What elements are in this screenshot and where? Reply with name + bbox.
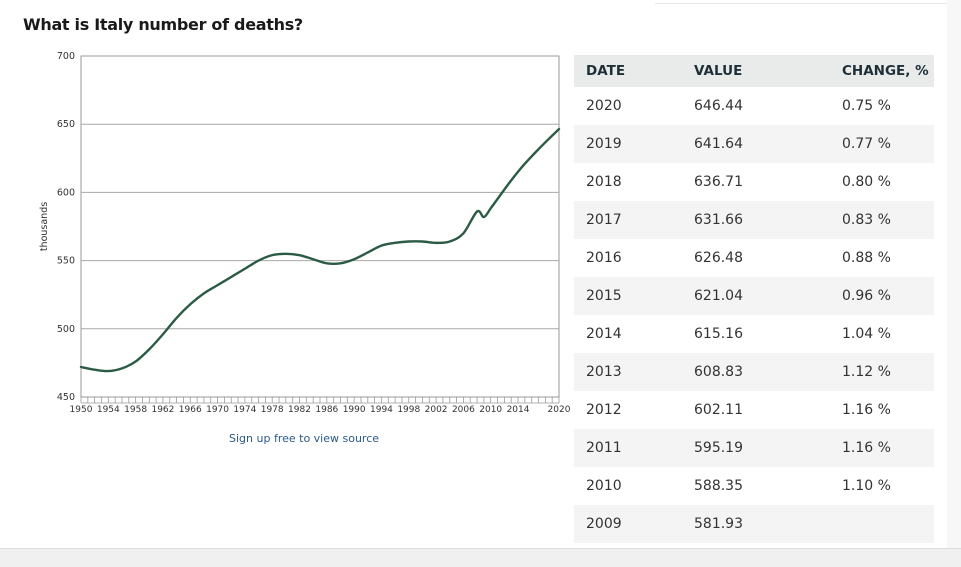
table-row: 2014 615.16 1.04 % bbox=[574, 315, 934, 353]
date-cell: 2017 bbox=[574, 201, 694, 239]
view-source-link[interactable]: Sign up free to view source bbox=[229, 432, 380, 445]
x-tick-label: 1958 bbox=[124, 405, 147, 415]
x-tick-label: 1970 bbox=[206, 405, 229, 415]
page-title: What is Italy number of deaths? bbox=[23, 15, 303, 34]
date-cell: 2014 bbox=[586, 326, 622, 342]
table-row: 2011 595.19 1.16 % bbox=[574, 429, 934, 467]
x-tick-label: 1994 bbox=[370, 405, 393, 415]
date-cell: 2011 bbox=[574, 429, 694, 467]
top-divider bbox=[655, 3, 947, 4]
change-cell: 0.77 % bbox=[842, 125, 934, 163]
value-cell: 636.71 bbox=[694, 174, 743, 190]
value-column-header[interactable]: VALUE bbox=[694, 55, 842, 87]
date-cell: 2012 bbox=[586, 402, 622, 418]
change-cell: 0.96 % bbox=[842, 277, 934, 315]
change-cell: 1.16 % bbox=[842, 429, 934, 467]
change-cell: 1.10 % bbox=[842, 478, 891, 494]
change-cell: 1.16 % bbox=[842, 402, 891, 418]
date-cell: 2020 bbox=[586, 98, 622, 114]
x-tick-label: 1998 bbox=[397, 405, 420, 415]
series-line bbox=[79, 127, 561, 373]
x-tick-label: 1966 bbox=[179, 405, 202, 415]
y-tick-label: 650 bbox=[57, 119, 75, 130]
table-row: 2009 581.93 bbox=[574, 505, 934, 543]
data-table: DATE VALUE CHANGE, % 2020 646.44 0.75 % 201… bbox=[574, 55, 934, 543]
change-cell: 0.75 % bbox=[842, 98, 891, 114]
x-tick-label: 1950 bbox=[70, 405, 93, 415]
x-tick-label: 2014 bbox=[507, 405, 530, 415]
table-row: 2017 631.66 0.83 % bbox=[574, 201, 934, 239]
date-column-header[interactable]: DATE bbox=[574, 55, 694, 87]
date-cell: 2013 bbox=[574, 353, 694, 391]
x-tick-label: 1986 bbox=[315, 405, 338, 415]
value-cell: 608.83 bbox=[694, 353, 842, 391]
table-row: 2012 602.11 1.16 % bbox=[574, 391, 934, 429]
value-cell: 631.66 bbox=[694, 201, 842, 239]
x-tick-label: 1990 bbox=[343, 405, 366, 415]
value-cell: 626.48 bbox=[694, 250, 743, 266]
x-tick-label: 1978 bbox=[261, 405, 284, 415]
table-row: 2013 608.83 1.12 % bbox=[574, 353, 934, 391]
y-tick-label: 500 bbox=[57, 324, 75, 335]
date-cell: 2015 bbox=[574, 277, 694, 315]
value-cell: 615.16 bbox=[694, 326, 743, 342]
date-cell: 2009 bbox=[574, 505, 694, 543]
line-chart: 450 500 550 600 650 700 thousands 1950 1954 1958 1… bbox=[39, 51, 570, 415]
date-cell: 2010 bbox=[586, 478, 622, 494]
table-header-row: DATE VALUE CHANGE, % bbox=[574, 55, 934, 87]
date-cell: 2018 bbox=[586, 174, 622, 190]
value-cell: 621.04 bbox=[694, 277, 842, 315]
change-column-header[interactable]: CHANGE, % bbox=[842, 55, 934, 87]
x-tick-label: 2020 bbox=[548, 405, 570, 415]
value-cell: 641.64 bbox=[694, 125, 842, 163]
x-tick-label: 1962 bbox=[151, 405, 174, 415]
x-tick-label: 1974 bbox=[233, 405, 256, 415]
x-tick-label: 2002 bbox=[425, 405, 448, 415]
table-row: 2010 588.35 1.10 % bbox=[574, 467, 934, 505]
x-tick-label: 1982 bbox=[288, 405, 311, 415]
change-cell bbox=[842, 505, 934, 543]
change-cell: 1.04 % bbox=[842, 326, 891, 342]
y-tick-label: 600 bbox=[57, 187, 75, 198]
change-cell: 0.80 % bbox=[842, 174, 891, 190]
value-cell: 588.35 bbox=[694, 478, 743, 494]
value-cell: 602.11 bbox=[694, 402, 743, 418]
table-row: 2018 636.71 0.80 % bbox=[574, 163, 934, 201]
y-tick-label: 550 bbox=[57, 256, 75, 267]
date-cell: 2016 bbox=[586, 250, 622, 266]
content-card: What is Italy number of deaths? 450 500 55… bbox=[0, 0, 947, 548]
change-cell: 1.12 % bbox=[842, 353, 934, 391]
vertical-scrollbar[interactable] bbox=[947, 0, 961, 548]
x-tick-label: 2010 bbox=[479, 405, 502, 415]
x-tick-label: 2006 bbox=[452, 405, 475, 415]
change-cell: 0.83 % bbox=[842, 201, 934, 239]
value-cell: 646.44 bbox=[694, 98, 743, 114]
date-cell: 2019 bbox=[574, 125, 694, 163]
y-axis-title: thousands bbox=[39, 202, 50, 251]
table-row: 2020 646.44 0.75 % bbox=[574, 87, 934, 125]
y-tick-label: 700 bbox=[57, 51, 75, 62]
x-tick-label: 1954 bbox=[97, 405, 120, 415]
value-cell: 581.93 bbox=[694, 505, 842, 543]
table-row: 2015 621.04 0.96 % bbox=[574, 277, 934, 315]
horizontal-scrollbar[interactable] bbox=[0, 548, 961, 567]
change-cell: 0.88 % bbox=[842, 250, 891, 266]
table-row: 2016 626.48 0.88 % bbox=[574, 239, 934, 277]
y-tick-label: 450 bbox=[57, 392, 75, 403]
table-row: 2019 641.64 0.77 % bbox=[574, 125, 934, 163]
value-cell: 595.19 bbox=[694, 429, 842, 467]
